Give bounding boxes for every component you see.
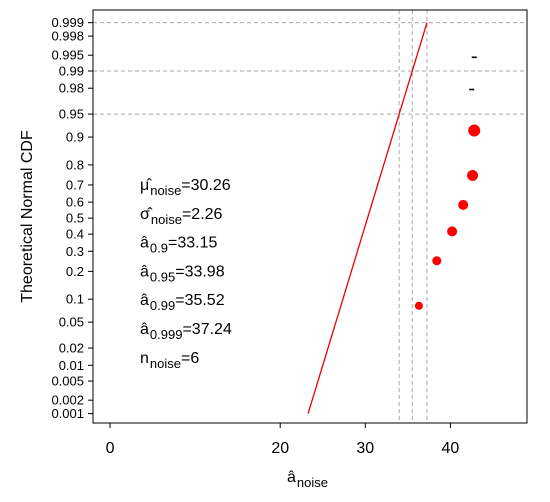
y-tick-label-12: 0.7 — [66, 177, 84, 192]
x-axis-title: ânoise — [287, 469, 328, 490]
data-point-2 — [447, 226, 458, 237]
x-axis-title-text: ânoise — [287, 469, 328, 490]
annotation-6: nnoise=6 — [140, 350, 199, 371]
data-point-5 — [468, 124, 481, 137]
y-tick-label-6: 0.1 — [66, 292, 84, 307]
annotation-2: â0.9=33.15 — [140, 235, 217, 256]
x-tick-label-3: 40 — [442, 440, 460, 457]
reference-lines — [93, 10, 527, 423]
y-tick-label-8: 0.3 — [66, 244, 84, 259]
annotation-5: â0.999=37.24 — [140, 321, 232, 342]
y-tick-label-2: 0.005 — [51, 374, 84, 389]
y-axis-title: Theoretical Normal CDF — [19, 130, 36, 303]
y-tick-label-15: 0.95 — [59, 107, 84, 122]
annotation-3: â0.95=33.98 — [140, 263, 225, 284]
x-axis: 0 20 30 40 — [106, 423, 460, 457]
y-tick-label-0: 0.001 — [51, 406, 84, 421]
plot-frame — [92, 9, 528, 424]
y-tick-label-20: 0.999 — [51, 15, 84, 30]
data-point-4 — [467, 169, 479, 181]
data-point-1 — [432, 256, 442, 266]
small-marks — [469, 56, 477, 91]
y-tick-label-13: 0.8 — [66, 157, 84, 172]
y-tick-label-10: 0.5 — [66, 211, 84, 226]
x-tick-label-2: 30 — [356, 440, 374, 457]
y-tick-label-1: 0.002 — [51, 393, 84, 408]
annotation-0: μ̂noise=30.26 — [140, 177, 231, 198]
y-tick-label-17: 0.99 — [59, 63, 84, 78]
data-point-3 — [458, 199, 469, 210]
y-tick-label-16: 0.98 — [59, 81, 84, 96]
y-tick-label-3: 0.01 — [59, 358, 84, 373]
y-tick-label-7: 0.2 — [66, 264, 84, 279]
y-axis: 0.0010.0020.0050.010.020.050.10.20.30.40… — [51, 15, 93, 421]
y-tick-label-4: 0.02 — [59, 341, 84, 356]
estimate-annotations: μ̂noise=30.26 σ̂noise=2.26 â0.9=33.15 â0.95… — [140, 177, 232, 371]
y-tick-label-19: 0.998 — [51, 29, 84, 44]
data-point-0 — [414, 301, 423, 310]
data-points — [414, 124, 481, 310]
annotation-1: σ̂noise=2.26 — [140, 206, 223, 227]
y-tick-label-14: 0.9 — [66, 130, 84, 145]
x-tick-label-1: 20 — [271, 440, 289, 457]
y-tick-label-18: 0.995 — [51, 48, 84, 63]
annotation-4: â0.99=35.52 — [140, 292, 225, 313]
fit-line — [307, 22, 428, 414]
y-tick-label-5: 0.05 — [59, 315, 84, 330]
y-tick-label-9: 0.4 — [66, 227, 84, 242]
y-tick-label-11: 0.6 — [66, 195, 84, 210]
x-tick-label-0: 0 — [106, 440, 115, 457]
